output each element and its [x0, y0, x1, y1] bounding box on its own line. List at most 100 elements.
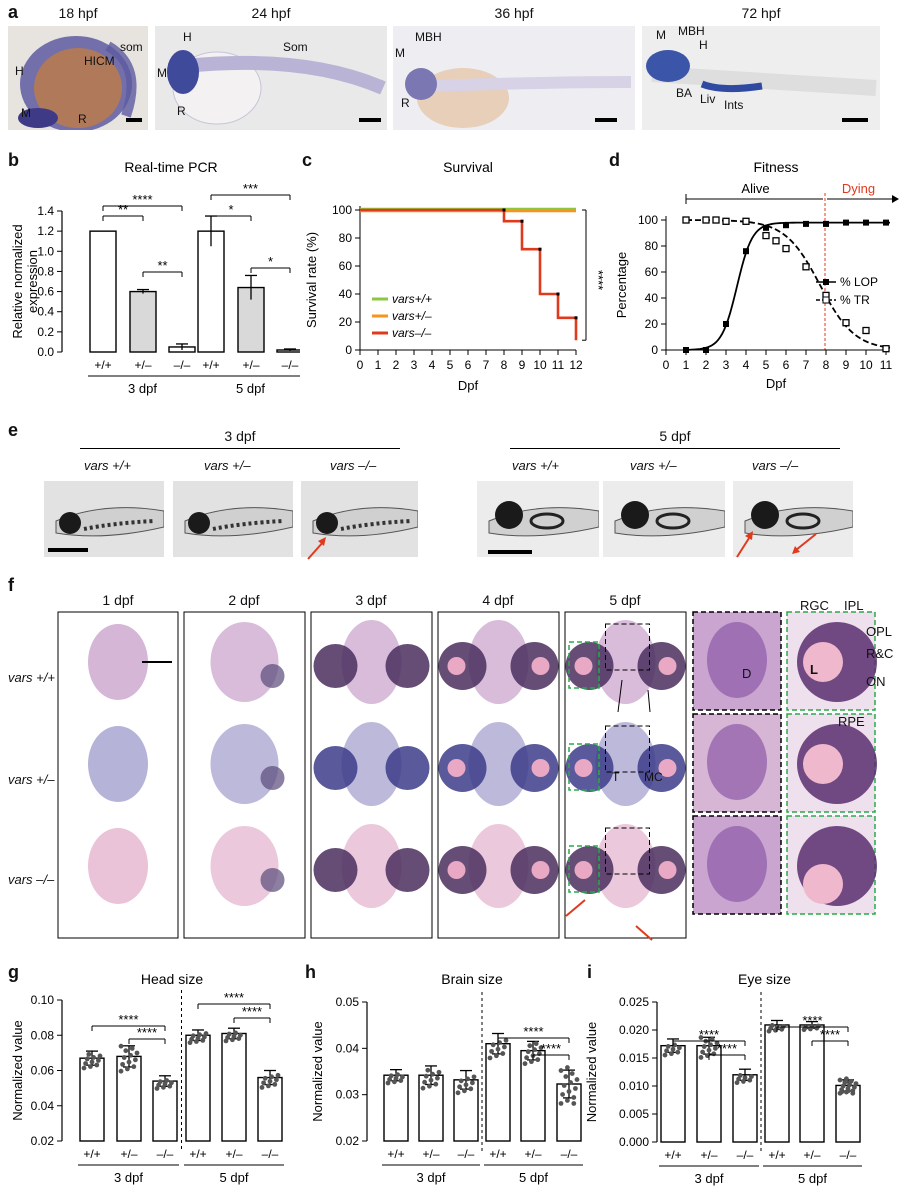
data-point	[86, 1051, 92, 1057]
significance-label: ****	[541, 1041, 561, 1056]
data-point	[428, 1077, 434, 1083]
data-point	[489, 1048, 494, 1054]
eye-section	[385, 746, 430, 790]
embryo-image-72hpf: M MBH H BA Liv Ints	[642, 26, 880, 130]
lens	[574, 861, 593, 879]
category-label: –/–	[458, 1147, 475, 1161]
y-tick-label: 100	[638, 213, 658, 227]
data-point	[393, 1075, 399, 1081]
data-point	[490, 1042, 496, 1048]
data-point-lop	[743, 248, 749, 255]
data-point	[737, 1073, 743, 1078]
data-point	[571, 1101, 577, 1106]
data-point	[714, 1040, 720, 1046]
genotype-label: vars +/–	[204, 458, 251, 473]
panel-label-i: i	[587, 962, 593, 982]
data-point	[669, 1051, 674, 1057]
data-point	[261, 1080, 266, 1086]
series-line-tr	[685, 219, 891, 349]
y-tick-label: 1.4	[37, 204, 54, 218]
tissue-section	[210, 724, 279, 804]
category-label: –/–	[840, 1148, 857, 1162]
data-point	[427, 1083, 432, 1089]
data-point	[502, 1044, 507, 1050]
y-axis-label: Normalized value	[310, 1021, 325, 1121]
chart-title: Real-time PCR	[124, 159, 217, 175]
data-point-lop	[683, 347, 689, 353]
significance-label: ****	[802, 1013, 822, 1028]
tissue-section	[88, 828, 148, 904]
censor-mark	[520, 219, 524, 223]
x-tick-label: 7	[483, 358, 490, 372]
data-point	[267, 1078, 273, 1084]
data-point	[91, 1055, 96, 1060]
label-mbh: MBH	[415, 30, 442, 44]
significance-label: *	[268, 254, 273, 269]
column-title: 2 dpf	[228, 592, 260, 608]
bar	[89, 230, 117, 353]
panel-label-g: g	[8, 962, 19, 982]
lens	[574, 657, 593, 675]
data-point-tr	[842, 319, 850, 327]
tissue-section	[210, 826, 279, 906]
label-r: R	[78, 112, 87, 126]
label-hicm: HICM	[84, 54, 115, 68]
lens	[658, 861, 677, 879]
data-point	[675, 1049, 681, 1055]
category-label: –/–	[157, 1147, 174, 1161]
legend-entry: vars–/–	[392, 326, 432, 340]
data-point-tr	[722, 217, 730, 225]
column-title: 4 dpf	[482, 592, 514, 608]
data-point-lop	[883, 219, 889, 226]
data-point	[487, 1055, 493, 1061]
data-point	[128, 1052, 134, 1058]
lens	[447, 759, 466, 777]
data-point	[522, 1061, 528, 1067]
bar	[129, 290, 157, 353]
data-point	[495, 1046, 501, 1052]
group-title-3dpf: 3 dpf	[224, 428, 256, 444]
histology-grid	[57, 611, 877, 941]
category-label: –/–	[737, 1148, 754, 1162]
larva-image	[44, 481, 164, 557]
data-point	[259, 1085, 265, 1090]
bar	[732, 1074, 758, 1143]
data-point	[435, 1075, 440, 1081]
panel-label-a: a	[8, 2, 19, 22]
category-label: +/+	[664, 1148, 681, 1162]
data-point-lop	[723, 321, 729, 327]
label-h: H	[699, 38, 708, 52]
data-point	[457, 1084, 462, 1090]
data-point	[532, 1047, 537, 1053]
data-point	[266, 1083, 271, 1089]
data-point	[226, 1031, 232, 1037]
data-point	[463, 1082, 469, 1088]
stage-title-72hpf: 72 hpf	[741, 5, 781, 21]
y-tick-label: 0.020	[619, 1023, 649, 1037]
data-point	[844, 1076, 849, 1082]
tissue-section	[595, 824, 656, 908]
y-tick-label: 40	[339, 287, 353, 301]
lens	[658, 759, 677, 777]
data-point	[133, 1057, 138, 1063]
inset-box-eye	[568, 845, 600, 893]
x-tick-label: 6	[465, 358, 472, 372]
tissue-section	[595, 722, 656, 806]
legend-entry: % LOP	[840, 275, 878, 289]
data-point	[494, 1053, 499, 1059]
larva-image	[733, 481, 853, 557]
genotype-label: vars –/–	[752, 458, 799, 473]
data-point	[123, 1048, 129, 1054]
data-point	[392, 1079, 397, 1085]
inset-box-brain	[605, 623, 650, 671]
data-point	[470, 1080, 475, 1086]
data-point	[269, 1074, 274, 1080]
data-point	[853, 1081, 859, 1087]
category-label: +/+	[768, 1148, 785, 1162]
significance-label: ****	[699, 1027, 719, 1042]
censor-mark	[556, 292, 560, 296]
inset-box-brain	[605, 827, 650, 875]
data-point	[503, 1038, 509, 1043]
data-point-tr	[862, 326, 870, 335]
